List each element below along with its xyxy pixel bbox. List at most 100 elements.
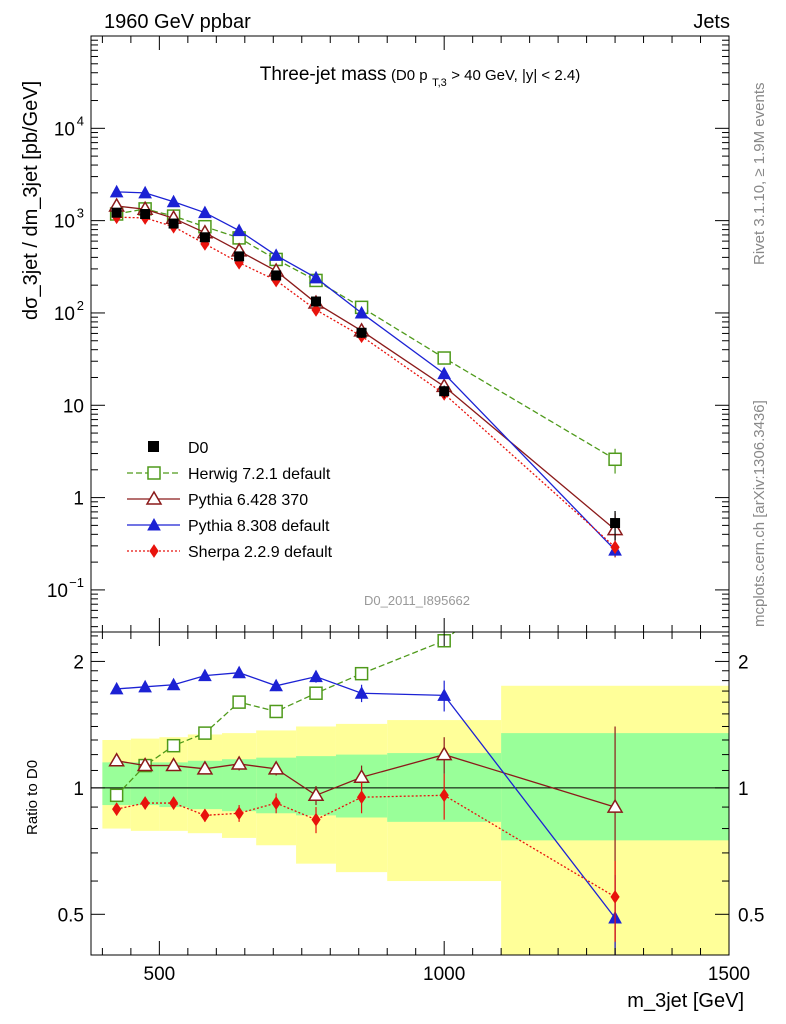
x-tick-label: 1500 [708, 964, 750, 985]
marker-triangle [269, 678, 283, 692]
marker-triangle [165, 757, 182, 772]
y-tick-label-top: 2 [77, 298, 84, 313]
marker-triangle [354, 686, 369, 699]
marker-square [437, 351, 451, 365]
data-point [439, 386, 450, 397]
y-tick-label-exp: 3 [77, 206, 84, 221]
ratio-line-0 [116, 632, 456, 796]
marker-square [608, 452, 622, 467]
marker-diamond [311, 302, 321, 317]
marker-triangle [166, 677, 181, 691]
ylabel-bottom: Ratio to D0 [24, 760, 41, 835]
marker-square [309, 686, 323, 700]
data-point [199, 232, 210, 243]
xlabel: m_3jet [GeV] [627, 990, 744, 1012]
y-tick-label-top: 4 [77, 113, 84, 128]
marker-triangle [138, 185, 152, 199]
y-tick-label-base: 10 [47, 581, 68, 602]
marker-triangle [166, 194, 181, 208]
y-tick-label-top: 1 [73, 489, 84, 510]
marker-triangle [198, 205, 212, 219]
marker-diamond [149, 544, 159, 558]
marker-diamond [200, 808, 210, 823]
legend-label-1: Pythia 6.428 370 [188, 492, 308, 509]
watermark: D0_2011_I895662 [364, 593, 470, 608]
marker-triangle [354, 305, 369, 319]
marker-triangle [196, 760, 214, 775]
marker-triangle [437, 688, 452, 701]
y-tick-label-bottom-right: 0.5 [738, 905, 764, 926]
marker-triangle [307, 786, 325, 802]
y-tick-label-base: 10 [54, 304, 75, 325]
marker-triangle [269, 248, 283, 261]
marker-square [147, 466, 161, 480]
marker-triangle [309, 270, 323, 284]
marker-diamond [140, 796, 150, 810]
main-frame [90, 35, 730, 633]
marker-triangle [108, 752, 125, 767]
marker-diamond [610, 890, 620, 904]
marker-square [232, 695, 246, 709]
y-tick-label-exp: −1 [69, 575, 84, 590]
legend-label-0: Herwig 7.2.1 default [188, 466, 331, 483]
ratio-line-2 [116, 672, 616, 919]
marker-triangle [198, 668, 212, 682]
marker-diamond [112, 802, 122, 817]
marker-triangle [138, 679, 152, 693]
marker-triangle [230, 755, 248, 770]
y-tick-label-base: 10 [54, 212, 75, 233]
header-left: 1960 GeV ppbar [104, 11, 251, 33]
y-tick-label-base: 10 [54, 119, 75, 140]
mcplots-label: mcplots.cern.ch [arXiv:1306.3436] [751, 400, 768, 627]
ylabel-top: dσ_3jet / dm_3jet [pb/GeV] [20, 81, 42, 320]
marker-triangle [147, 517, 161, 531]
legend-label-data: D0 [188, 440, 209, 457]
marker-triangle [437, 366, 452, 380]
marker-square [109, 788, 124, 803]
x-tick-label: 500 [144, 964, 176, 985]
legend: D0 Herwig 7.2.1 default Pythia 6.428 370 Py… [127, 440, 333, 561]
rivet-label: Rivet 3.1.10, ≥ 1.9M events [751, 83, 768, 266]
y-tick-label-top: −1 [69, 575, 84, 590]
data-point [168, 218, 179, 229]
marker-square [609, 492, 621, 504]
y-tick-label-bottom-right: 2 [738, 652, 749, 673]
header-right: Jets [693, 11, 730, 33]
main-panel-content [108, 184, 624, 558]
series-line-0 [116, 208, 616, 460]
marker-triangle [309, 669, 323, 683]
marker-triangle [435, 746, 453, 761]
ratio-frame [90, 631, 730, 956]
marker-square [269, 704, 283, 719]
marker-triangle [232, 223, 246, 237]
y-tick-label-exp: 2 [77, 298, 84, 313]
data-point [234, 251, 245, 262]
y-tick-label-bottom-left: 1 [73, 779, 84, 800]
series-line-2 [116, 191, 616, 551]
data-point [356, 327, 367, 338]
data-point [271, 270, 282, 281]
marker-triangle [145, 490, 163, 505]
legend-marker-data [148, 441, 159, 452]
legend-label-3: Sherpa 2.2.9 default [188, 544, 333, 561]
data-point [140, 209, 151, 220]
title-sub-subscript: T,3 [432, 77, 447, 89]
marker-triangle [606, 798, 624, 813]
series-line-1 [116, 205, 616, 531]
title-sub-suffix: > 40 GeV, |y| < 2.4) [451, 67, 580, 84]
marker-square [354, 666, 369, 681]
marker-diamond [439, 788, 449, 803]
data-point [111, 207, 122, 218]
marker-diamond [271, 796, 281, 810]
marker-square [166, 738, 181, 753]
y-tick-label-exp: 4 [77, 113, 84, 128]
plot-title: Three-jet mass (D0 p T,3 > 40 GeV, |y| <… [260, 64, 580, 90]
y-tick-label-bottom-right: 1 [738, 779, 749, 800]
title-main: Three-jet mass [260, 64, 387, 85]
marker-diamond [610, 540, 620, 555]
ratio-line-1 [116, 753, 616, 808]
title-sub-prefix: (D0 p [391, 67, 428, 84]
data-point [311, 296, 322, 307]
data-point [610, 518, 621, 529]
